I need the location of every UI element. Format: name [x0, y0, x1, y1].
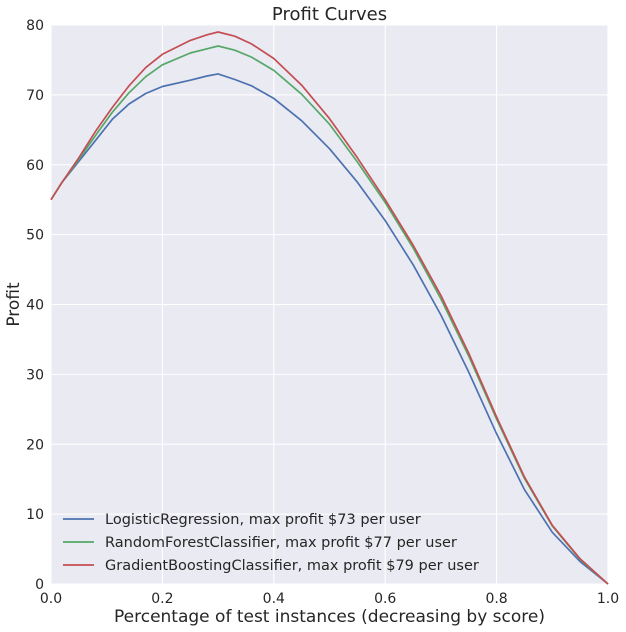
series-line-0: [50, 73, 609, 585]
legend-label: LogisticRegression, max profit $73 per u…: [105, 512, 421, 528]
series-line-2: [50, 31, 609, 585]
y-tick-label: 50: [26, 228, 44, 244]
y-tick-label: 10: [26, 507, 44, 523]
x-tick-label: 0.0: [40, 591, 62, 607]
legend: LogisticRegression, max profit $73 per u…: [63, 512, 479, 574]
x-axis-label: Percentage of test instances (decreasing…: [114, 607, 545, 627]
chart-title: Profit Curves: [272, 4, 387, 25]
y-tick-label: 70: [26, 88, 44, 104]
x-axis-ticks: 0.0 0.2 0.4 0.6 0.8 1.0: [40, 591, 619, 607]
x-tick-label: 0.8: [485, 591, 507, 607]
x-tick-label: 0.6: [374, 591, 396, 607]
x-tick-label: 1.0: [597, 591, 619, 607]
legend-label: RandomForestClassifier, max profit $77 p…: [105, 535, 457, 551]
y-tick-label: 80: [26, 18, 44, 34]
y-axis-ticks: 0 10 20 30 40 50 60 70 80: [26, 18, 44, 593]
legend-label: GradientBoostingClassifier, max profit $…: [105, 558, 479, 574]
y-tick-label: 60: [26, 158, 44, 174]
series-lines: [50, 31, 609, 585]
grid: [50, 24, 609, 585]
x-tick-label: 0.4: [263, 591, 285, 607]
y-tick-label: 30: [26, 367, 44, 383]
y-tick-label: 0: [35, 577, 44, 593]
series-line-1: [50, 45, 609, 585]
y-tick-label: 20: [26, 437, 44, 453]
y-axis-label: Profit: [4, 282, 24, 327]
y-tick-label: 40: [26, 298, 44, 314]
x-tick-label: 0.2: [151, 591, 173, 607]
